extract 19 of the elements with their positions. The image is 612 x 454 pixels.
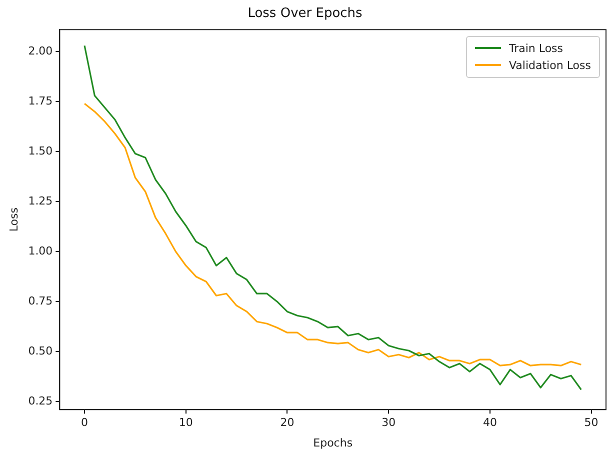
y-tick-label: 1.25 (28, 194, 53, 208)
y-tick-label: 1.50 (28, 144, 53, 158)
y-tick-label: 0.25 (28, 394, 53, 408)
x-tick-label: 0 (81, 416, 88, 430)
chart-title: Loss Over Epochs (248, 6, 363, 22)
y-tick-label: 1.75 (28, 94, 53, 108)
x-tick-label: 20 (280, 416, 294, 430)
x-tick-label: 50 (584, 416, 598, 430)
x-tick-label: 30 (382, 416, 396, 430)
legend-label: Train Loss (509, 42, 564, 55)
y-tick-label: 1.00 (28, 244, 53, 258)
y-tick-label: 0.50 (28, 344, 53, 358)
x-tick-label: 10 (178, 416, 193, 430)
x-axis-title: Epochs (313, 436, 353, 450)
x-tick-label: 40 (482, 416, 497, 430)
legend-label: Validation Loss (509, 58, 591, 72)
y-tick-label: 0.75 (28, 294, 53, 308)
y-tick-label: 2.00 (28, 44, 53, 58)
y-axis-title: Loss (7, 207, 20, 232)
